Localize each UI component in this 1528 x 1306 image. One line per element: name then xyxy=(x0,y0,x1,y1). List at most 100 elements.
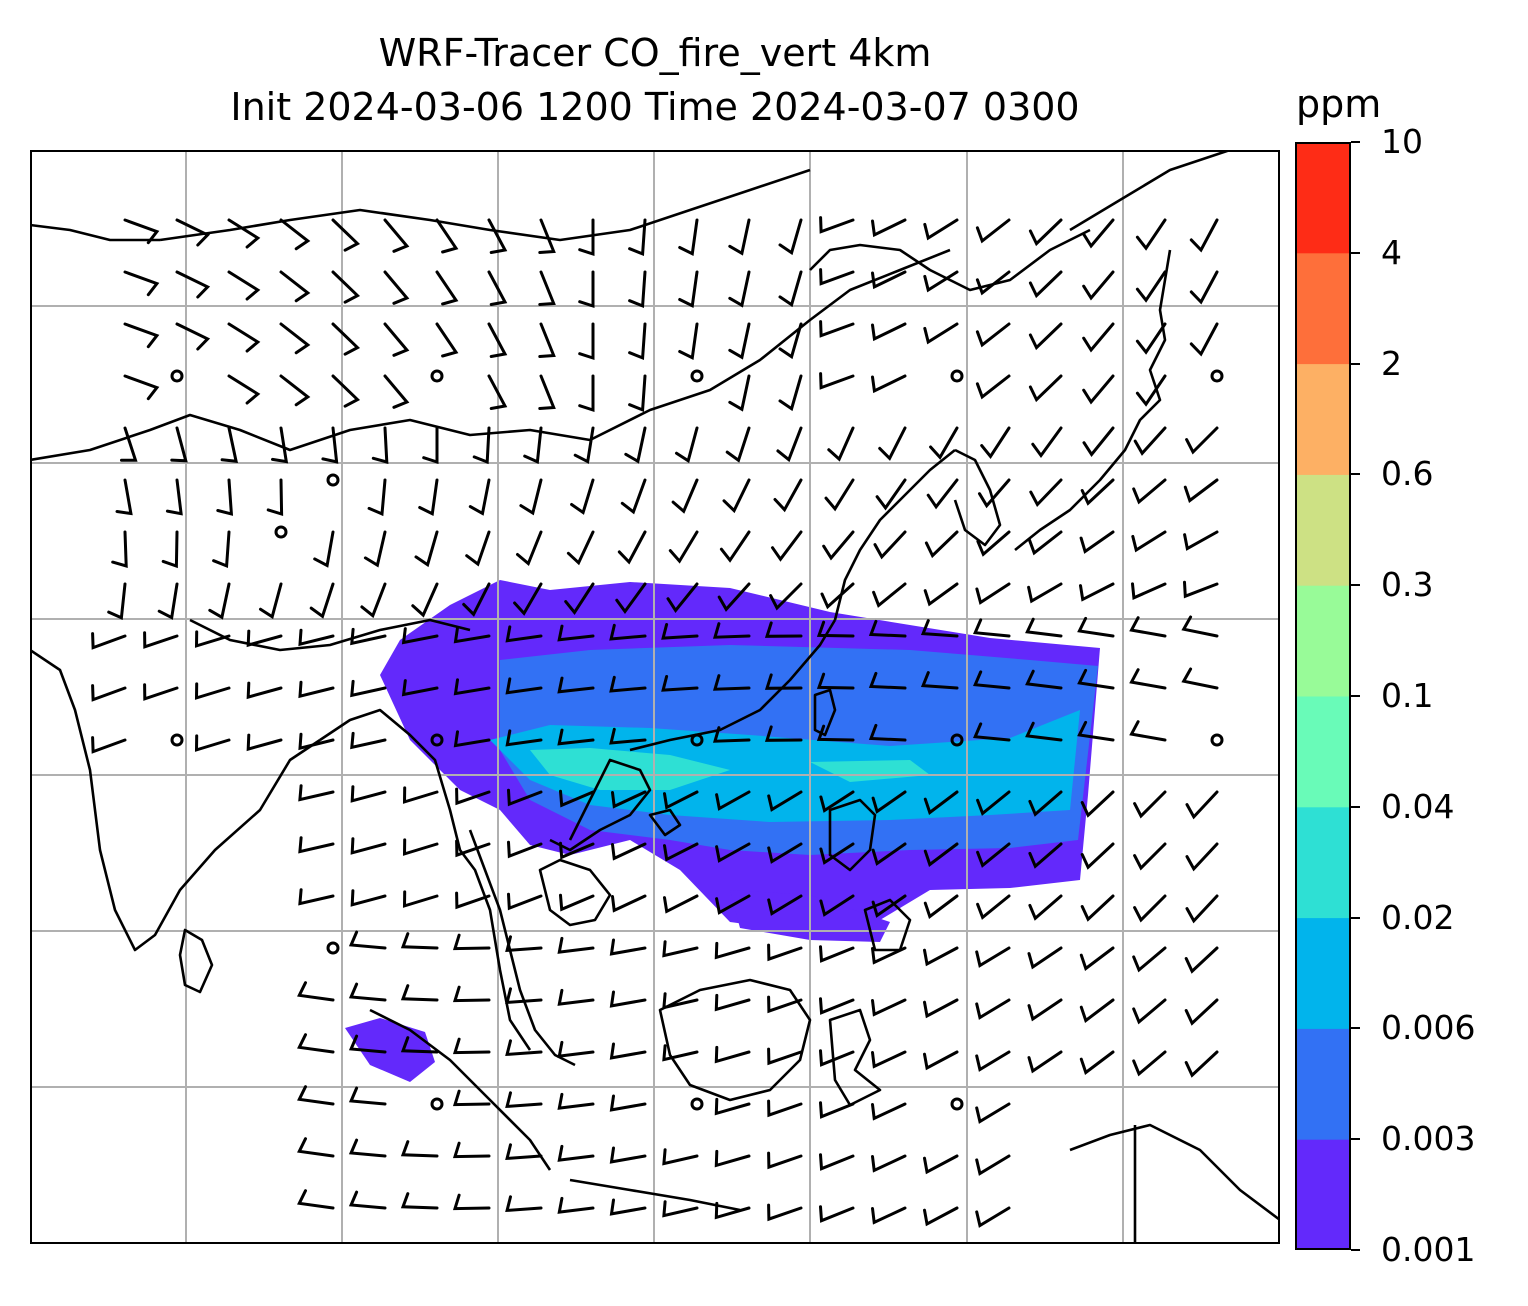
wind-barb xyxy=(868,671,907,690)
wind-barb xyxy=(1131,582,1167,601)
wind-barb xyxy=(452,985,491,1003)
wind-barb xyxy=(216,478,234,516)
wind-barb xyxy=(161,530,179,569)
wind-barb xyxy=(663,842,699,862)
wind-barb xyxy=(767,894,803,916)
wind-barb xyxy=(418,478,439,516)
wind-barb xyxy=(1129,720,1167,742)
wind-barb xyxy=(878,426,907,461)
wind-barb xyxy=(557,728,595,746)
colorbar-tick-label: 0.02 xyxy=(1381,897,1455,937)
wind-barb xyxy=(1079,530,1115,554)
wind-barb xyxy=(1082,218,1115,249)
china-north-border xyxy=(30,248,951,462)
wind-barb xyxy=(472,426,491,465)
calm-wind-circle xyxy=(326,473,340,487)
wind-barb xyxy=(505,677,543,695)
wind-barb xyxy=(973,670,1011,690)
wind-barb xyxy=(1131,530,1167,553)
wind-barb xyxy=(975,582,1011,605)
wind-barb xyxy=(975,1206,1011,1228)
wind-barb xyxy=(628,374,647,413)
colorbar-tick-label: 10 xyxy=(1381,122,1423,161)
wind-barb xyxy=(728,270,751,308)
wind-barb xyxy=(819,997,855,1015)
colorbar-swatch xyxy=(1295,252,1351,365)
wind-barb xyxy=(609,990,647,1008)
wind-barb xyxy=(728,374,751,412)
wind-barb xyxy=(973,722,1011,742)
wind-barb xyxy=(975,946,1011,968)
wind-barb xyxy=(1028,270,1063,299)
wind-barb xyxy=(1189,322,1219,357)
wind-barb xyxy=(1082,374,1115,405)
wind-barb xyxy=(662,940,699,958)
wind-barb xyxy=(819,945,855,963)
colorbar-swatches xyxy=(1295,142,1351,1251)
indochina-coast xyxy=(549,758,652,852)
wind-barb xyxy=(519,478,543,516)
bay-of-bengal-coast xyxy=(319,708,532,1051)
colorbar-tick-label: 0.1 xyxy=(1381,676,1434,715)
colorbar-tick-label: 0.006 xyxy=(1381,1008,1476,1048)
wind-barb xyxy=(505,1091,543,1109)
wind-barb xyxy=(767,1099,803,1118)
wind-barb xyxy=(578,322,595,361)
wind-barb xyxy=(348,1086,387,1106)
wind-barb xyxy=(678,322,699,360)
wind-barb xyxy=(120,426,138,462)
wind-barb xyxy=(170,426,188,463)
wind-barb xyxy=(298,836,335,854)
wind-barb xyxy=(819,1049,855,1067)
wind-barb xyxy=(1028,790,1063,817)
plume-low-southwest xyxy=(345,1018,435,1082)
wind-barb xyxy=(505,987,543,1005)
wind-barb xyxy=(212,530,231,569)
wind-barb xyxy=(975,322,1011,348)
wind-barb xyxy=(363,530,387,568)
calm-wind-circle xyxy=(690,369,704,383)
wind-barb xyxy=(297,1033,335,1054)
wind-barb xyxy=(505,1039,543,1057)
wind-barb xyxy=(1133,894,1167,923)
wind-barb xyxy=(538,374,556,410)
wind-barb xyxy=(923,1050,959,1071)
colorbar-tick-mark xyxy=(1351,695,1360,697)
calm-wind-circle xyxy=(1210,733,1224,747)
hainan xyxy=(648,808,682,837)
wind-barb xyxy=(975,1154,1011,1176)
colorbar-tick-mark xyxy=(1351,473,1360,476)
map-title-line1: WRF-Tracer CO_fire_vert 4km xyxy=(378,31,932,75)
wind-barb xyxy=(505,625,543,643)
wind-barb xyxy=(194,734,231,752)
wind-barb xyxy=(227,374,261,405)
wind-barb xyxy=(871,894,907,918)
wind-barb xyxy=(559,893,595,912)
wind-barb xyxy=(620,478,647,515)
wind-barb xyxy=(1135,322,1167,355)
wind-barb xyxy=(1077,720,1115,742)
wind-barb xyxy=(505,935,543,953)
new-guinea xyxy=(1069,1123,1280,1222)
colorbar-tick-mark xyxy=(1351,584,1360,587)
colorbar-tick-label: 0.6 xyxy=(1381,454,1434,494)
wind-barb xyxy=(767,842,803,864)
wind-barb xyxy=(91,684,127,702)
wind-barb xyxy=(309,582,335,619)
wind-barb xyxy=(402,838,439,856)
wind-barb xyxy=(313,530,335,568)
wind-barb xyxy=(468,478,491,516)
wind-barb xyxy=(976,790,1011,816)
wind-barb xyxy=(383,322,410,357)
wind-barb xyxy=(400,1036,439,1054)
wind-barb xyxy=(400,932,439,950)
wind-barb xyxy=(123,218,160,245)
wind-barb xyxy=(873,530,907,560)
wind-barb xyxy=(663,894,699,914)
korea xyxy=(953,448,1002,547)
wind-barb xyxy=(975,1102,1011,1124)
wind-barb xyxy=(453,730,491,748)
wind-barb xyxy=(767,790,803,812)
wind-barb xyxy=(819,268,855,286)
wind-barb xyxy=(719,530,751,563)
